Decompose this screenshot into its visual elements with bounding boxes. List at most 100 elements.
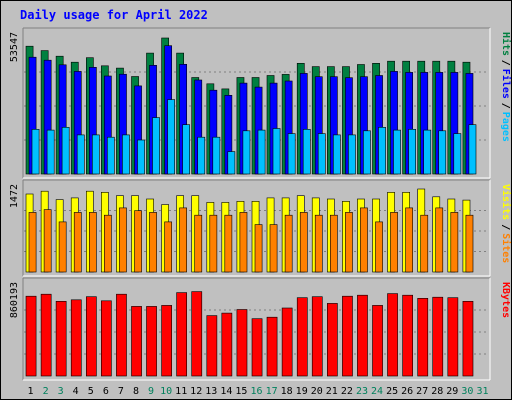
bar-kbytes-day-11 [176,292,188,377]
bar-sites-day-25 [390,212,398,273]
bar-sites-day-9 [149,212,157,273]
bar-pages-day-14 [227,151,236,175]
x-tick-label: 21 [326,386,338,397]
legend-visits: Visits [500,184,512,220]
x-tick-label: 13 [205,386,217,397]
bar-kbytes-day-4 [70,299,82,377]
legend-sites: Sites [500,233,512,263]
y-max-label: 53547 [9,32,20,62]
bar-sites-day-1 [28,212,37,273]
bar-kbytes-day-19 [296,297,308,377]
x-tick-label: 24 [371,386,383,397]
bar-sites-day-12 [194,214,203,273]
series-kbytes [25,291,474,377]
bar-kbytes-day-24 [372,305,383,377]
bar-sites-day-29 [450,212,459,273]
bar-sites-day-26 [405,207,414,273]
bar-pages-day-16 [257,129,266,175]
bar-kbytes-day-10 [161,305,173,377]
x-tick-label: 28 [431,386,443,397]
bar-pages-day-13 [212,136,221,175]
x-tick-label: 15 [235,386,247,397]
y-max-label: 860193 [9,282,20,318]
legend-kbytes: KBytes [500,282,511,318]
bar-sites-day-5 [89,212,97,273]
bar-pages-day-7 [122,134,130,175]
bar-kbytes-day-2 [40,293,52,377]
bar-sites-day-17 [269,224,278,273]
x-tick-label: 3 [58,386,64,397]
panel-visits-sites: 1472 Visits / Sites [9,179,512,277]
x-tick-label: 18 [281,386,293,397]
legend-kbytes: KBytes [500,282,511,318]
bar-kbytes-day-28 [432,296,444,377]
bar-sites-day-11 [179,207,188,273]
bar-sites-day-7 [119,207,127,273]
bar-pages-day-20 [317,133,326,175]
bar-pages-day-29 [453,133,462,175]
x-tick-label: 26 [401,386,413,397]
x-tick-label: 31 [476,386,488,397]
x-tick-label: 10 [160,386,172,397]
x-tick-label: 23 [356,386,368,397]
bar-pages-day-12 [197,136,206,175]
bar-sites-day-8 [134,210,142,273]
bar-sites-day-28 [435,207,444,273]
bar-kbytes-day-18 [281,307,293,377]
bar-pages-day-28 [438,130,447,175]
bar-kbytes-day-14 [221,312,233,377]
x-tick-label: 7 [118,386,124,397]
bar-sites-day-2 [43,209,52,273]
bar-pages-day-21 [332,134,341,175]
legend-hits-files-pages: Hits / Files / Pages [500,32,512,142]
bar-sites-day-13 [209,214,218,273]
x-tick-label: 30 [461,386,473,397]
bar-kbytes-day-12 [191,291,203,377]
bar-sites-day-22 [345,212,353,273]
x-tick-label: 17 [266,386,278,397]
bar-pages-day-3 [61,127,70,175]
bar-pages-day-15 [242,130,251,175]
bar-pages-day-22 [348,134,356,175]
bar-kbytes-day-3 [55,300,67,377]
bar-kbytes-day-9 [146,306,157,377]
legend-separator: / [500,224,511,230]
bar-kbytes-day-25 [387,293,398,377]
legend-separator: / [500,60,511,66]
panel-kbytes: 860193 KBytes [9,277,511,381]
legend-pages: Pages [500,112,511,142]
bar-sites-day-3 [58,221,67,273]
bar-pages-day-23 [363,130,371,175]
bar-pages-day-6 [107,136,115,175]
bar-pages-day-11 [182,124,191,175]
x-tick-label: 19 [296,386,308,397]
bar-sites-day-24 [375,221,383,273]
legend-separator: / [500,103,511,109]
bar-pages-day-4 [76,134,85,175]
bar-pages-day-18 [287,133,296,175]
bar-pages-day-19 [302,129,311,175]
bar-sites-day-10 [164,221,173,273]
bar-sites-day-23 [360,207,368,273]
bar-sites-day-19 [299,212,308,273]
bar-kbytes-day-17 [266,316,278,377]
x-tick-label: 29 [446,386,458,397]
legend-visits-sites: Visits / Sites [500,184,512,263]
x-tick-label: 6 [103,386,109,397]
x-tick-label: 20 [311,386,323,397]
bar-sites-day-18 [284,214,293,273]
bar-kbytes-day-30 [462,300,474,377]
bar-kbytes-day-20 [311,296,323,377]
bar-sites-day-16 [254,224,263,273]
bar-sites-day-27 [420,214,429,273]
bar-kbytes-day-6 [101,300,112,377]
bar-sites-day-30 [465,214,474,273]
bar-kbytes-day-7 [116,293,127,377]
bar-pages-day-26 [408,129,417,175]
bar-pages-day-17 [272,128,281,175]
x-tick-label: 14 [220,386,232,397]
bar-kbytes-day-8 [131,306,142,377]
bar-pages-day-2 [46,129,55,175]
